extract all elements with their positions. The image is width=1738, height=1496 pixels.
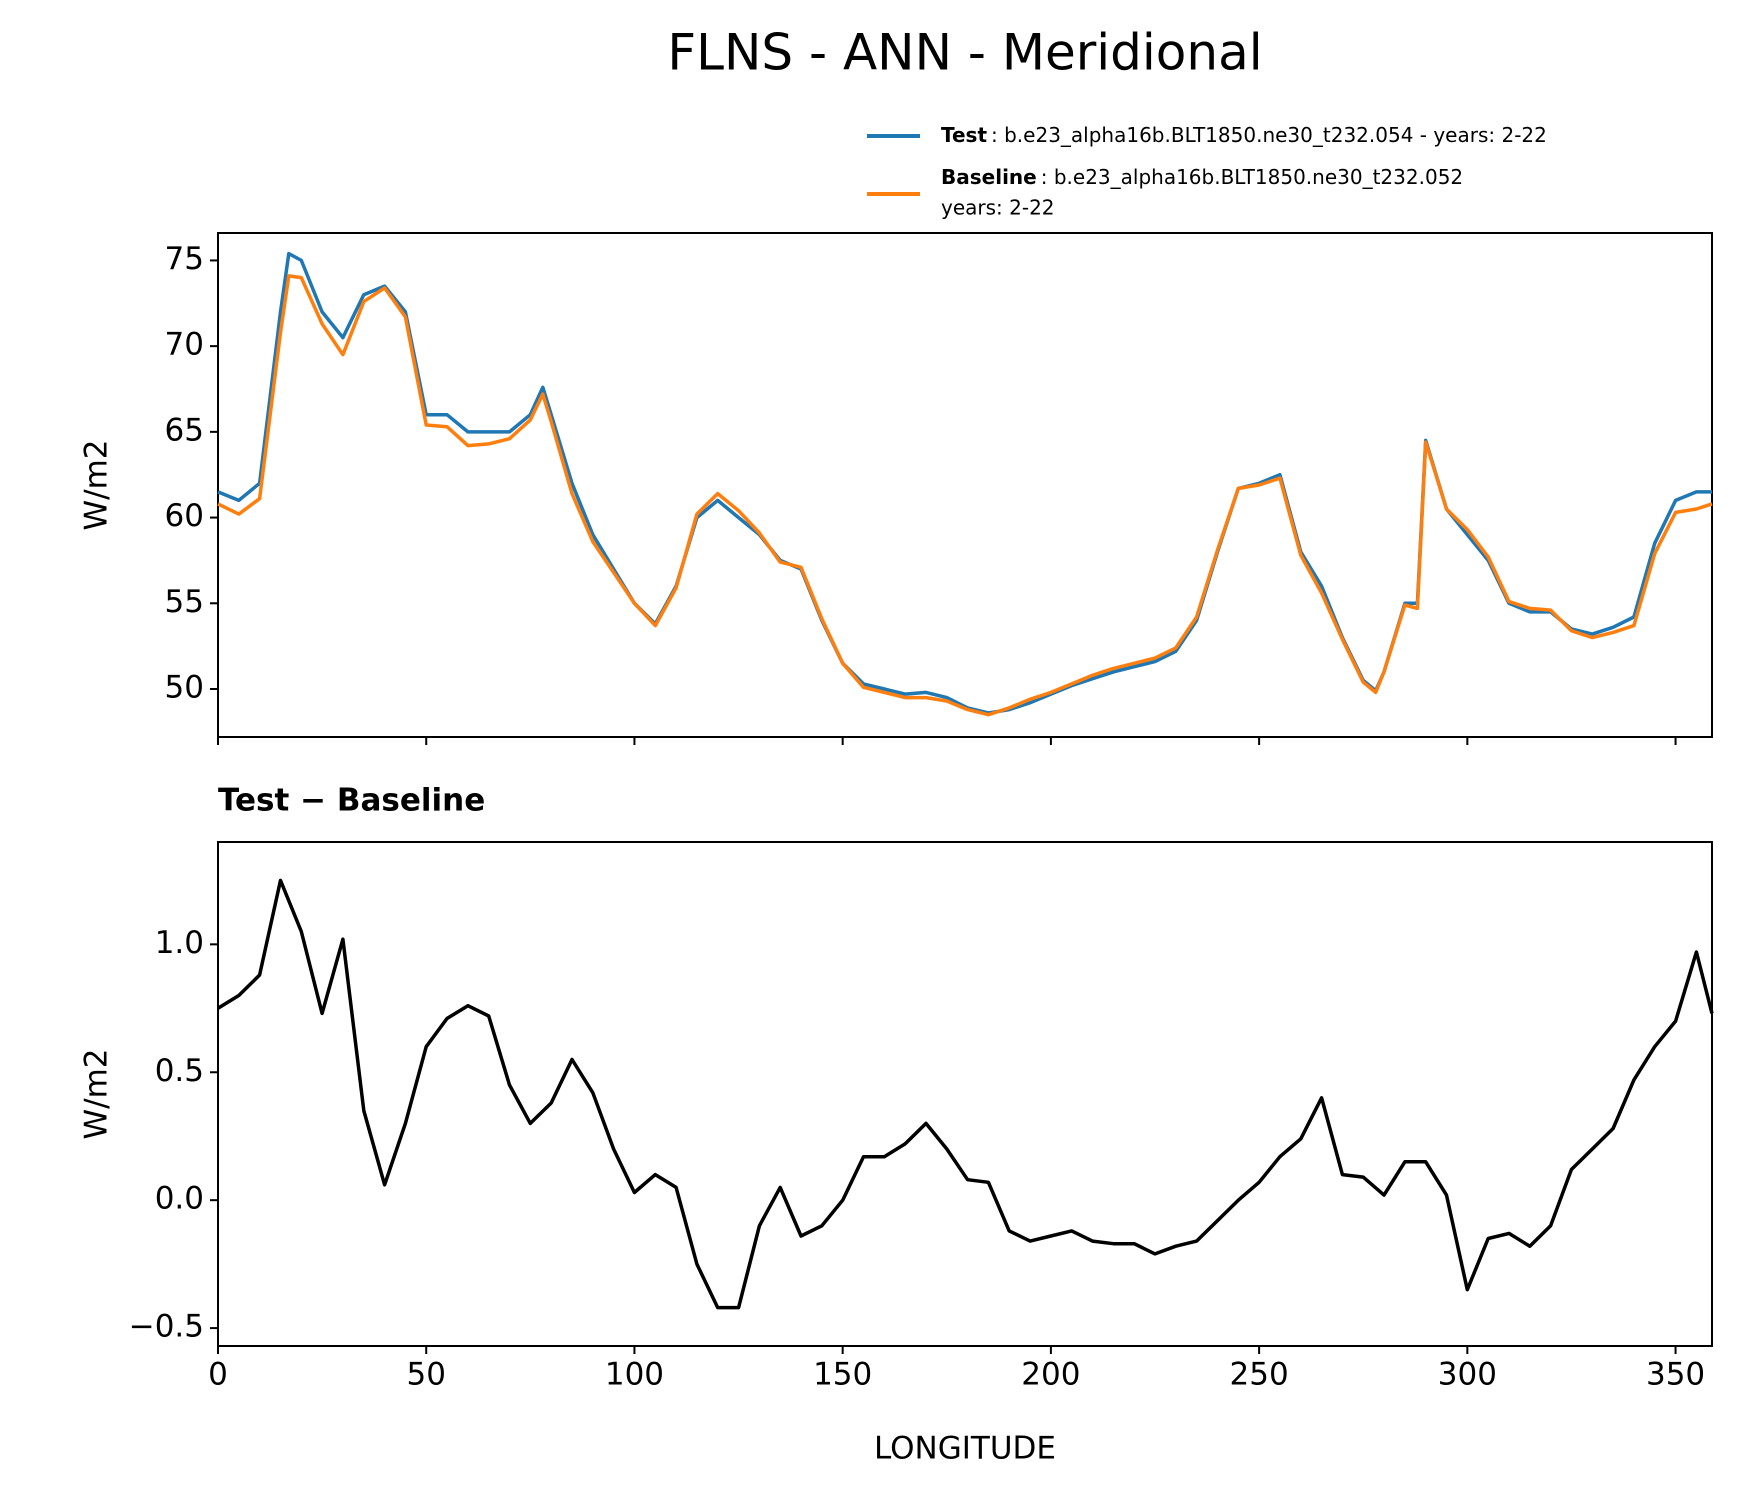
- legend-label: Test: b.e23_alpha16b.BLT1850.ne30_t232.0…: [941, 123, 1547, 147]
- x-tick-label: 0: [208, 1357, 228, 1393]
- x-tick-label: 300: [1438, 1357, 1497, 1393]
- x-axis-label: LONGITUDE: [874, 1431, 1056, 1467]
- legend-label: Baseline: b.e23_alpha16b.BLT1850.ne30_t2…: [941, 165, 1463, 189]
- x-tick-label: 100: [605, 1357, 664, 1393]
- x-tick-label: 200: [1021, 1357, 1080, 1393]
- x-tick-label: 50: [406, 1357, 445, 1393]
- plot-frame: [217, 232, 1713, 738]
- x-tick-label: 250: [1230, 1357, 1289, 1393]
- legend-description: : b.e23_alpha16b.BLT1850.ne30_t232.052: [1041, 165, 1463, 189]
- legend-description: years: 2-22: [941, 196, 1055, 220]
- y-tick-label: 0.0: [155, 1181, 204, 1217]
- y-tick-label: 60: [165, 498, 204, 534]
- y-axis-label: W/m2: [79, 439, 115, 530]
- legend-name: Test: [941, 123, 987, 147]
- y-tick-label: 65: [165, 412, 204, 448]
- data-line: [217, 878, 1714, 1310]
- y-axis-label: W/m2: [79, 1048, 115, 1139]
- y-tick-label: 70: [165, 327, 204, 363]
- x-tick-label: 150: [813, 1357, 872, 1393]
- data-line: [217, 251, 1712, 715]
- data-line: [217, 274, 1713, 717]
- y-tick-label: 50: [165, 670, 204, 706]
- subplot-title: Test − Baseline: [218, 783, 485, 819]
- chart-title: FLNS - ANN - Meridional: [667, 24, 1262, 82]
- y-tick-label: 1.0: [155, 925, 204, 961]
- legend-name: Baseline: [941, 165, 1037, 189]
- y-tick-label: 55: [165, 584, 204, 620]
- y-tick-label: −0.5: [129, 1309, 204, 1345]
- y-tick-label: 0.5: [155, 1053, 204, 1089]
- plot-frame: [217, 841, 1713, 1347]
- y-tick-label: 75: [165, 241, 204, 277]
- x-tick-label: 350: [1646, 1357, 1705, 1393]
- legend-description: : b.e23_alpha16b.BLT1850.ne30_t232.054 -…: [991, 123, 1547, 147]
